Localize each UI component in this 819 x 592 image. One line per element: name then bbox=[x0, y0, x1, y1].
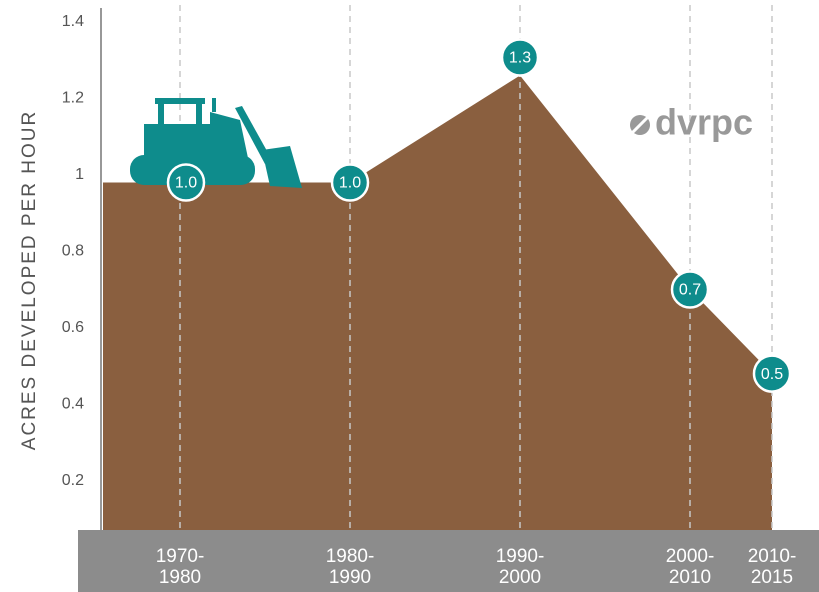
point-marker bbox=[500, 38, 540, 77]
y-tick-label: 1 bbox=[75, 166, 84, 183]
x-tick-label: 1990-2000 bbox=[495, 546, 545, 588]
x-tick-label: 2010-2015 bbox=[747, 546, 797, 588]
y-tick-label: 0.2 bbox=[62, 472, 84, 489]
y-tick-label: 0.6 bbox=[62, 319, 84, 336]
value-label: 0.5 bbox=[761, 366, 783, 383]
x-tick-label: 1970-1980 bbox=[155, 546, 205, 588]
x-tick-label: 1980-1990 bbox=[325, 546, 375, 588]
value-label: 1.0 bbox=[175, 175, 197, 192]
point-marker bbox=[670, 270, 710, 309]
value-label: 1.3 bbox=[509, 50, 531, 67]
y-axis-label: ACRES DEVELOPED PER HOUR bbox=[19, 110, 40, 450]
y-tick-label: 1.4 bbox=[62, 13, 84, 30]
point-marker bbox=[166, 163, 206, 202]
y-tick-label: 0.4 bbox=[62, 395, 84, 412]
point-marker bbox=[330, 163, 370, 202]
y-tick-label: 1.2 bbox=[62, 90, 84, 107]
point-marker bbox=[752, 354, 792, 393]
logo: dvrpc bbox=[630, 102, 753, 143]
y-tick-label: 0.8 bbox=[62, 243, 84, 260]
x-axis-band bbox=[78, 530, 819, 592]
x-tick-label: 2000-2010 bbox=[665, 546, 715, 588]
area bbox=[103, 75, 772, 530]
bulldozer bbox=[130, 98, 302, 188]
value-label: 0.7 bbox=[679, 282, 701, 299]
value-label: 1.0 bbox=[339, 175, 361, 192]
plot bbox=[103, 5, 773, 530]
logo-text: dvrpc bbox=[655, 102, 753, 143]
